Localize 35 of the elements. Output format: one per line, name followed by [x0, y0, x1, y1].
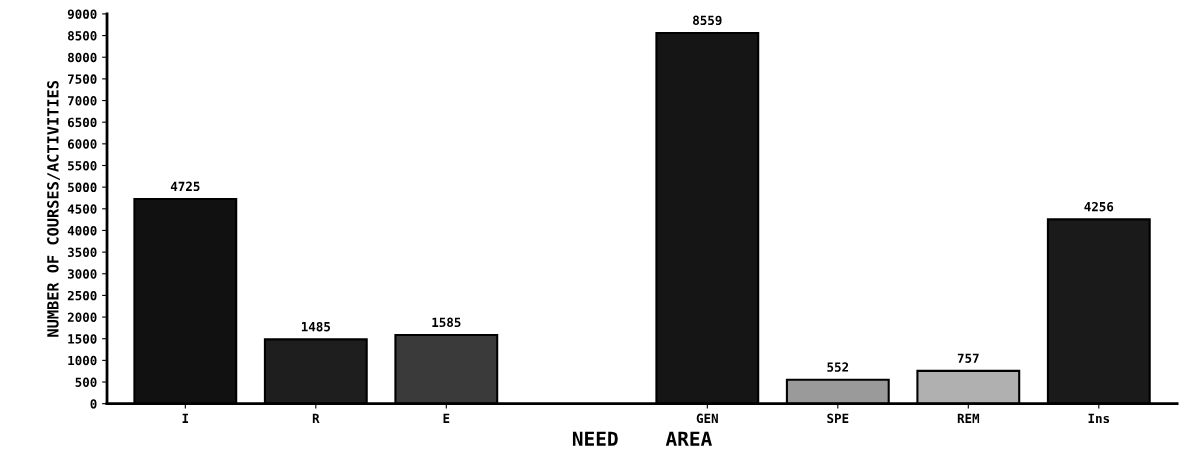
- y-tick-label: 8500: [67, 31, 97, 41]
- data-label: 552: [827, 362, 849, 372]
- data-label: 1485: [301, 321, 331, 332]
- x-tick-label: R: [312, 413, 320, 423]
- y-tick-label: 7000: [68, 96, 97, 106]
- y-tick-label: 0: [90, 399, 97, 409]
- y-tick-label: 500: [75, 377, 97, 387]
- y-tick-label: 3000: [67, 269, 97, 279]
- data-label: 757: [957, 353, 979, 363]
- y-tick-label: 1000: [68, 355, 97, 366]
- y-tick-label: 8000: [67, 52, 97, 63]
- data-label: 4725: [170, 181, 200, 192]
- data-label: 8559: [693, 15, 722, 26]
- y-axis-title: NUMBER OF COURSES/ACTIVITIES: [47, 80, 60, 337]
- y-tick-label: 5500: [68, 160, 97, 171]
- x-tick-label: REM: [957, 413, 980, 423]
- x-tick-label: E: [443, 413, 450, 423]
- y-tick-label: 4000: [67, 225, 97, 236]
- y-tick-label: 9000: [67, 9, 97, 19]
- y-tick-label: 6500: [67, 117, 97, 128]
- x-tick-label: Ins: [1088, 413, 1110, 424]
- y-tick-label: 3500: [67, 247, 97, 258]
- data-label: 4256: [1084, 201, 1114, 212]
- x-tick-label: SPE: [827, 413, 849, 424]
- x-tick-label: GEN: [696, 413, 718, 424]
- y-tick-label: 2000: [67, 312, 97, 322]
- y-tick-label: 6000: [67, 139, 97, 149]
- y-tick-label: 4500: [67, 204, 97, 214]
- x-tick-label: I: [182, 413, 189, 423]
- y-tick-label: 5000: [68, 182, 97, 193]
- y-tick-label: 7500: [68, 74, 97, 84]
- y-tick-label: 2500: [67, 290, 97, 301]
- x-axis-title: NEED AREA: [572, 431, 712, 446]
- y-tick-label: 1500: [68, 334, 97, 344]
- data-label: 1585: [432, 317, 461, 328]
